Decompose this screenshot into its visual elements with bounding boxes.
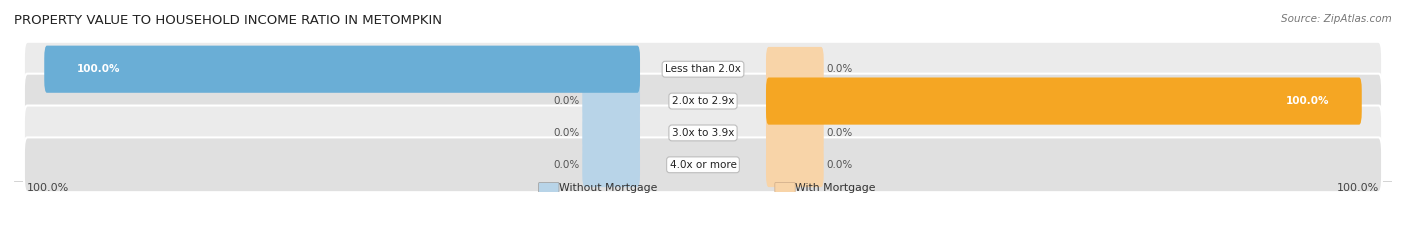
Text: 2.0x to 2.9x: 2.0x to 2.9x bbox=[672, 96, 734, 106]
Text: 0.0%: 0.0% bbox=[827, 160, 852, 170]
FancyBboxPatch shape bbox=[24, 106, 1382, 160]
FancyBboxPatch shape bbox=[766, 47, 824, 91]
Text: With Mortgage: With Mortgage bbox=[794, 183, 876, 193]
Text: 4.0x or more: 4.0x or more bbox=[669, 160, 737, 170]
FancyBboxPatch shape bbox=[582, 143, 640, 187]
Text: 0.0%: 0.0% bbox=[554, 96, 579, 106]
Text: 0.0%: 0.0% bbox=[554, 128, 579, 138]
FancyBboxPatch shape bbox=[582, 79, 640, 123]
FancyBboxPatch shape bbox=[24, 137, 1382, 192]
FancyBboxPatch shape bbox=[766, 143, 824, 187]
FancyBboxPatch shape bbox=[775, 183, 796, 193]
Text: Less than 2.0x: Less than 2.0x bbox=[665, 64, 741, 74]
Text: 0.0%: 0.0% bbox=[827, 128, 852, 138]
FancyBboxPatch shape bbox=[766, 111, 824, 155]
Text: 0.0%: 0.0% bbox=[827, 64, 852, 74]
Text: 100.0%: 100.0% bbox=[27, 183, 69, 193]
Text: 100.0%: 100.0% bbox=[1337, 183, 1379, 193]
FancyBboxPatch shape bbox=[44, 46, 640, 93]
FancyBboxPatch shape bbox=[24, 74, 1382, 128]
Text: PROPERTY VALUE TO HOUSEHOLD INCOME RATIO IN METOMPKIN: PROPERTY VALUE TO HOUSEHOLD INCOME RATIO… bbox=[14, 14, 441, 27]
FancyBboxPatch shape bbox=[582, 111, 640, 155]
Text: 100.0%: 100.0% bbox=[76, 64, 120, 74]
FancyBboxPatch shape bbox=[766, 77, 1362, 125]
FancyBboxPatch shape bbox=[538, 183, 560, 193]
Text: 3.0x to 3.9x: 3.0x to 3.9x bbox=[672, 128, 734, 138]
Text: Without Mortgage: Without Mortgage bbox=[558, 183, 657, 193]
Text: 0.0%: 0.0% bbox=[554, 160, 579, 170]
Text: 100.0%: 100.0% bbox=[1286, 96, 1330, 106]
FancyBboxPatch shape bbox=[582, 47, 640, 91]
FancyBboxPatch shape bbox=[24, 42, 1382, 97]
FancyBboxPatch shape bbox=[766, 79, 824, 123]
Text: Source: ZipAtlas.com: Source: ZipAtlas.com bbox=[1281, 14, 1392, 24]
